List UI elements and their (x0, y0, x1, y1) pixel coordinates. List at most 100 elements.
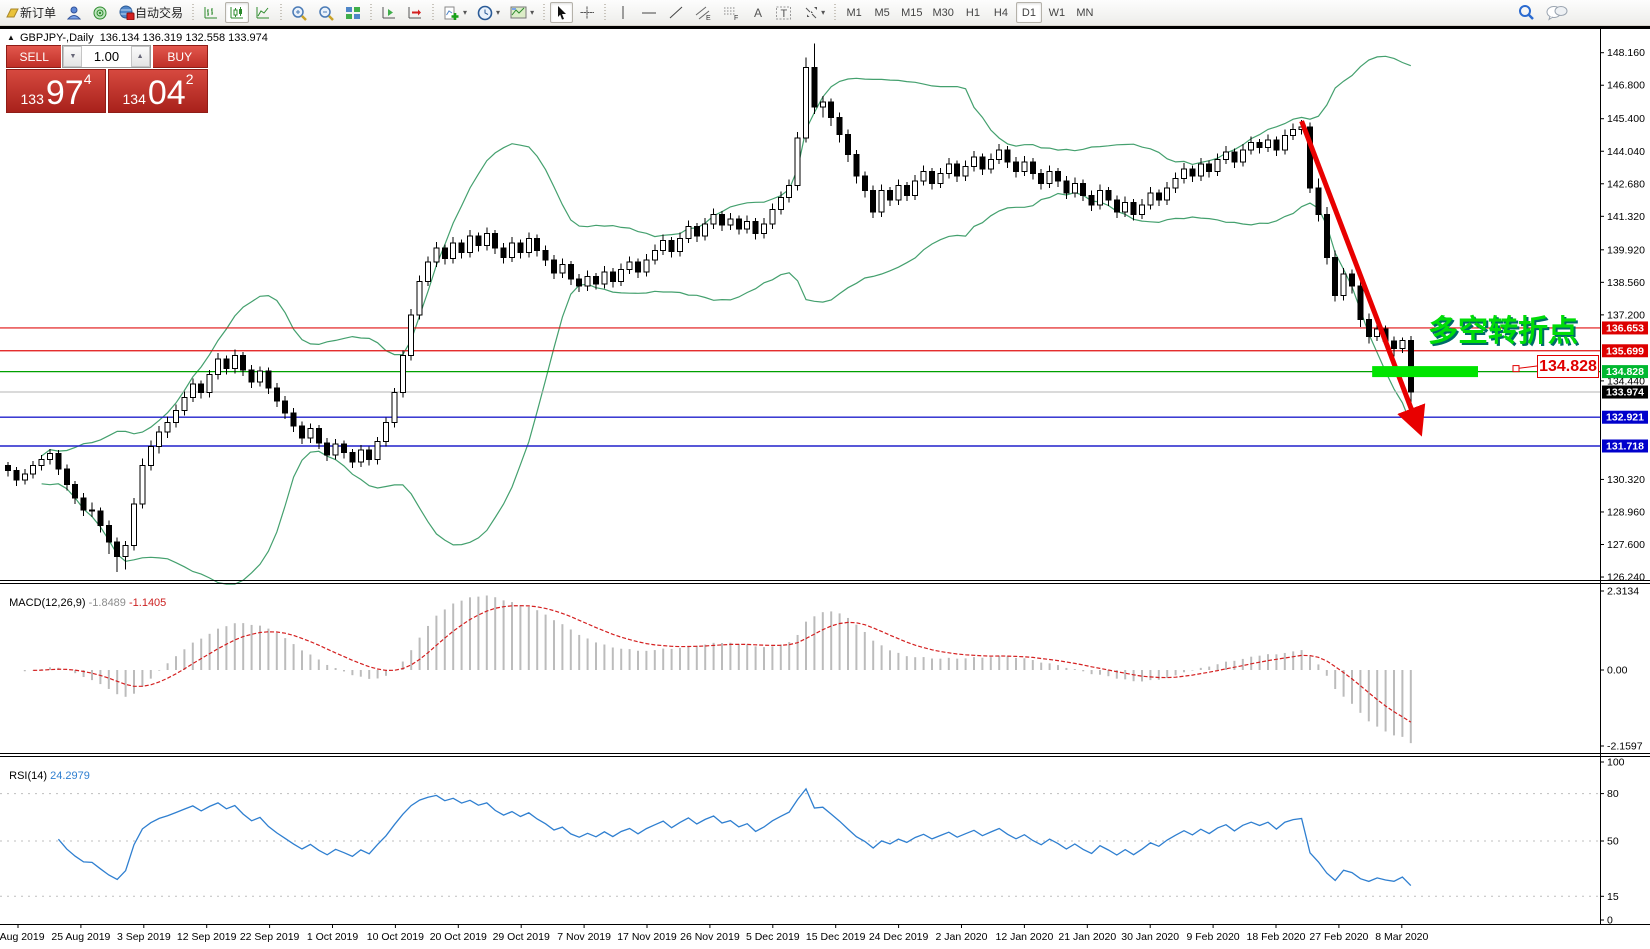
volume-decrease-icon[interactable]: ▼ (63, 46, 83, 67)
arrows-icon (805, 7, 818, 19)
search-icon (1519, 5, 1534, 20)
template-button[interactable]: ▾ (506, 2, 538, 23)
candle (139, 465, 146, 505)
tile-windows-icon (346, 7, 361, 19)
volume-value[interactable]: 1.00 (93, 49, 120, 64)
date-label: 5 Dec 2019 (746, 931, 800, 943)
timeframe-button-H4[interactable]: H4 (993, 6, 1008, 19)
fibonacci-tool-button[interactable]: F (718, 2, 744, 23)
tile-windows-button[interactable] (341, 2, 365, 23)
text-icon: A (754, 6, 762, 20)
market-button[interactable] (88, 2, 112, 23)
price-badge (1602, 410, 1648, 424)
volume-increase-icon[interactable]: ▲ (130, 46, 150, 67)
chart-shift-button[interactable] (403, 2, 427, 23)
autotrading-button[interactable]: 自动交易 (114, 2, 187, 23)
expert-advisors-button[interactable] (62, 2, 86, 23)
one-click-collapse-icon[interactable]: ▲ (7, 33, 15, 42)
timeframe-button-M30[interactable]: M30 (932, 6, 954, 19)
arrows-tool-button[interactable]: ▾ (799, 2, 829, 23)
candle (618, 268, 625, 282)
zoom-in-button[interactable] (287, 2, 312, 23)
candle (38, 459, 45, 467)
bar-chart-button[interactable] (199, 2, 223, 23)
date-label: 22 Sep 2019 (240, 931, 300, 943)
new-order-button[interactable]: 新订单 (1, 2, 60, 23)
candle (744, 221, 751, 230)
trendline-tool-button[interactable] (664, 2, 688, 23)
rsi-tick: 80 (1607, 788, 1619, 800)
rsi-line (57, 787, 1412, 887)
zoom-out-button[interactable] (314, 2, 339, 23)
candle (1231, 151, 1238, 163)
candle (1055, 170, 1061, 182)
zoom-out-icon (319, 5, 334, 21)
annotation-text: 多空转折点 (1428, 315, 1578, 348)
timeframe-button-MN[interactable]: MN (1076, 6, 1094, 19)
timeframe-button-W1[interactable]: W1 (1048, 6, 1066, 19)
candle (668, 240, 675, 252)
time-axis: 5 Aug 2019 25 Aug 2019 3 Sep 2019 12 Sep 20… (0, 924, 1429, 943)
candle (1155, 192, 1162, 201)
candle (551, 259, 557, 274)
line-chart-button[interactable] (251, 2, 275, 23)
price-tick: 146.800 (1607, 80, 1645, 92)
candle (710, 213, 717, 225)
timeframe-button-M5[interactable]: M5 (874, 6, 890, 19)
line-chart-icon (256, 7, 270, 19)
volume-stepper[interactable]: ▼ 1.00 ▲ (62, 45, 151, 68)
candle (987, 158, 994, 170)
candle (215, 358, 221, 376)
channel-tool-button[interactable]: E (690, 2, 716, 23)
date-label: 5 Aug 2019 (0, 931, 45, 943)
candle (929, 170, 935, 184)
arrows-caret[interactable]: ▾ (821, 8, 826, 17)
text-tool-button[interactable]: A (746, 2, 769, 23)
toolbar-grip (541, 3, 548, 22)
add-indicator-button[interactable]: ▾ (439, 2, 471, 23)
chart-shift-icon (408, 7, 422, 19)
horizontal-line-tool-button[interactable] (636, 2, 662, 23)
candle (769, 209, 776, 225)
candle (1004, 149, 1011, 163)
buy-button[interactable]: BUY (152, 45, 208, 68)
candle (803, 66, 809, 139)
price-tick: 148.160 (1607, 47, 1645, 59)
candlestick-chart-button[interactable] (225, 2, 250, 23)
template-caret[interactable]: ▾ (530, 8, 535, 17)
candle (702, 223, 709, 237)
crosshair-tool-button[interactable] (575, 2, 599, 23)
candle (1021, 161, 1028, 172)
candle (72, 484, 79, 499)
candle (273, 387, 280, 402)
vertical-line-tool-button[interactable] (611, 2, 634, 23)
period-caret[interactable]: ▾ (496, 8, 501, 17)
svg-text:E: E (706, 15, 711, 21)
timeframe-button-H1[interactable]: H1 (965, 6, 980, 19)
timeframe-button-M1[interactable]: M1 (846, 6, 862, 19)
search-button[interactable] (1516, 3, 1538, 23)
auto-scroll-icon (382, 7, 396, 19)
sell-button[interactable]: SELL (6, 45, 62, 68)
timeframe-button-D1[interactable]: D1 (1015, 2, 1042, 23)
cursor-tool-button[interactable] (550, 2, 574, 23)
annotation-price-label[interactable]: 134.828 (1537, 355, 1599, 378)
candle (945, 163, 952, 175)
auto-scroll-button[interactable] (377, 2, 401, 23)
period-button[interactable]: ▾ (473, 2, 504, 23)
cursor-icon (557, 6, 566, 20)
timeframe-button-M15[interactable]: M15 (901, 6, 923, 19)
chat-button[interactable] (1545, 3, 1569, 23)
candle (1038, 173, 1045, 184)
add-indicator-caret[interactable]: ▾ (463, 8, 468, 17)
candle (1281, 134, 1288, 151)
candle (89, 509, 95, 512)
date-label: 24 Dec 2019 (869, 931, 929, 943)
top-toolbar: 新订单 自动交易 ▾ ▾ ▾ (0, 0, 1650, 26)
text-label-tool-button[interactable]: T (771, 2, 797, 23)
sell-price-button[interactable]: 133 97 4 (6, 69, 106, 113)
candle (584, 276, 591, 287)
candle (240, 355, 247, 371)
buy-price-button[interactable]: 134 04 2 (108, 69, 208, 113)
